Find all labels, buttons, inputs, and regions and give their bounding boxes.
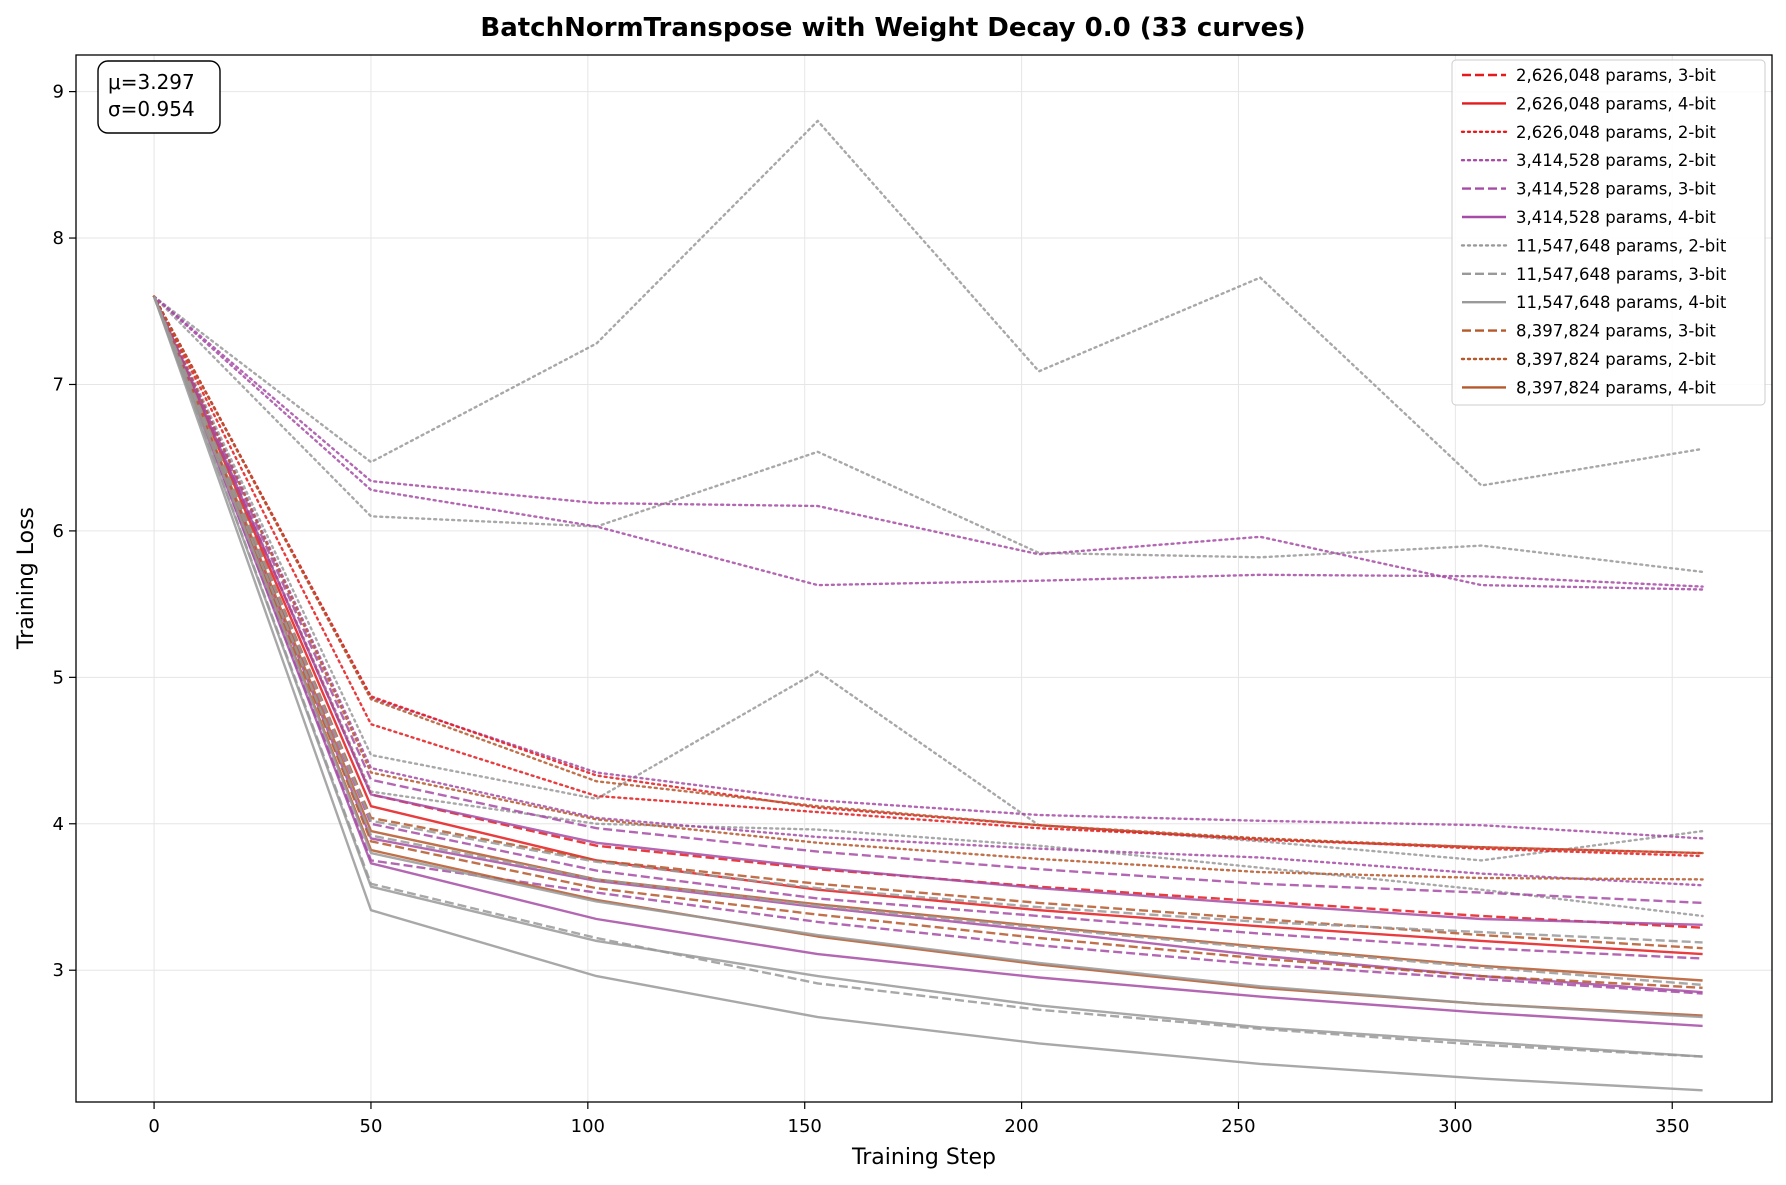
series-line	[152, 295, 1704, 855]
y-tick-label: 3	[53, 960, 64, 981]
legend-label: 3,414,528 params, 4-bit	[1516, 208, 1716, 227]
series-line	[152, 296, 1703, 1019]
x-tick-label: 50	[360, 1116, 383, 1137]
series-line	[152, 296, 1703, 1058]
series-line	[152, 295, 1704, 858]
series-line	[152, 296, 1703, 1092]
series-line	[152, 296, 1703, 956]
x-tick-label: 100	[571, 1116, 605, 1137]
x-axis: 0 50 100 150 200 250 300 350	[148, 1102, 1689, 1137]
legend-label: 11,547,648 params, 2-bit	[1516, 236, 1727, 255]
series-line	[153, 296, 1703, 905]
series-line	[152, 296, 1703, 995]
x-axis-label: Training Step	[851, 1145, 996, 1170]
y-tick-label: 7	[53, 374, 64, 395]
series-line	[152, 296, 1703, 960]
legend-label: 2,626,048 params, 2-bit	[1516, 123, 1716, 142]
x-tick-label: 250	[1221, 1116, 1255, 1137]
series-line	[152, 295, 1704, 881]
x-tick-label: 200	[1004, 1116, 1038, 1137]
legend-label: 3,414,528 params, 2-bit	[1516, 151, 1716, 170]
series-line	[152, 295, 1704, 840]
series-line	[152, 119, 1704, 487]
y-axis-label: Training Loss	[14, 507, 39, 650]
x-tick-label: 350	[1655, 1116, 1689, 1137]
stats-box: μ=3.297 σ=0.954	[97, 60, 221, 134]
legend-label: 8,397,824 params, 3-bit	[1516, 322, 1716, 341]
y-tick-label: 8	[53, 228, 64, 249]
series-line	[152, 295, 1704, 588]
legend-label: 11,547,648 params, 3-bit	[1516, 265, 1727, 284]
stats-box-frame	[97, 60, 221, 134]
legend-label: 3,414,528 params, 3-bit	[1516, 180, 1716, 199]
stats-mu: μ=3.297	[108, 70, 195, 94]
series-line	[152, 295, 1704, 862]
y-tick-label: 6	[53, 521, 64, 542]
series-line	[152, 296, 1703, 987]
legend: 2,626,048 params, 3-bit 2,626,048 params,…	[1451, 59, 1766, 406]
series-line	[152, 296, 1703, 926]
series-line	[152, 295, 1704, 574]
series-line	[152, 296, 1703, 982]
chart-title: BatchNormTranspose with Weight Decay 0.0…	[480, 13, 1305, 43]
legend-frame	[1451, 59, 1766, 406]
x-tick-label: 300	[1438, 1116, 1472, 1137]
y-tick-label: 9	[53, 82, 64, 103]
legend-label: 11,547,648 params, 4-bit	[1516, 293, 1727, 312]
series-line	[152, 296, 1703, 1028]
legend-label: 2,626,048 params, 3-bit	[1516, 66, 1716, 85]
curves	[152, 119, 1704, 1092]
y-tick-label: 5	[53, 667, 64, 688]
series-line	[152, 296, 1703, 1058]
x-tick-label: 0	[148, 1116, 159, 1137]
y-tick-label: 4	[53, 814, 64, 835]
stats-sigma: σ=0.954	[108, 97, 195, 121]
series-line	[152, 296, 1703, 989]
series-line	[152, 295, 1704, 918]
x-tick-label: 150	[788, 1116, 822, 1137]
y-axis: 3 4 5 6 7 8 9	[53, 82, 76, 981]
legend-label: 8,397,824 params, 2-bit	[1516, 350, 1716, 369]
series-line	[152, 295, 1704, 855]
plot-area	[75, 54, 1773, 1103]
series-line	[152, 296, 1703, 944]
series-line	[152, 295, 1704, 887]
legend-label: 8,397,824 params, 4-bit	[1516, 378, 1716, 397]
series-line	[152, 296, 1703, 950]
legend-label: 2,626,048 params, 4-bit	[1516, 94, 1716, 113]
